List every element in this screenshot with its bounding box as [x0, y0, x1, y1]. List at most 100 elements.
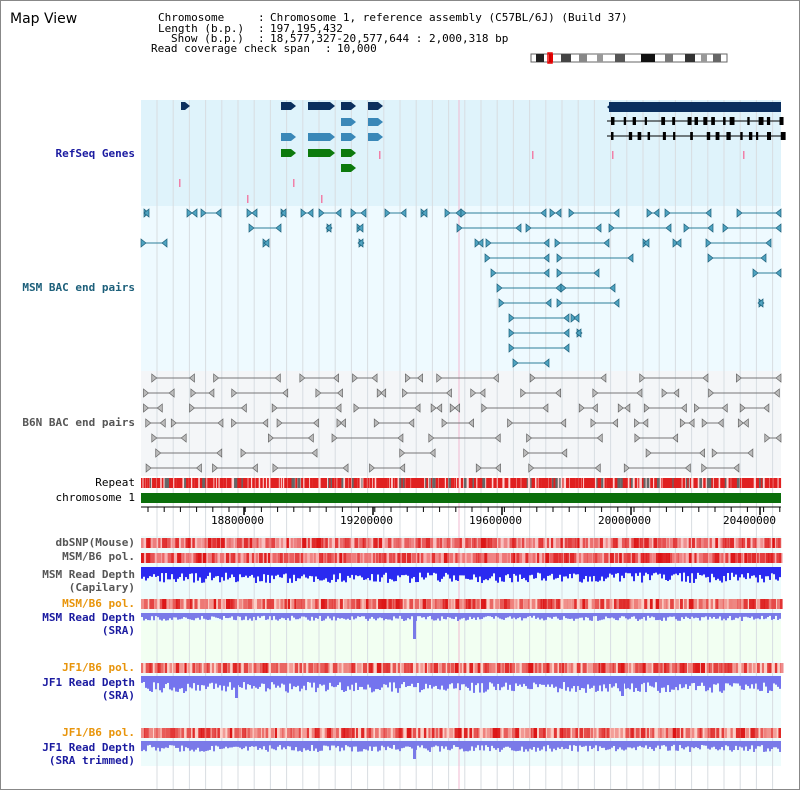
dbsnp-strip-cell	[777, 538, 782, 548]
dbsnp-strip-cell	[738, 538, 743, 548]
msm-b6-pol-2-strip-cell	[715, 599, 719, 609]
msm-b6-pol-2-strip-cell	[771, 599, 777, 609]
track-label-jf1-depth-sra-1[interactable]: JF1 Read Depth	[42, 676, 135, 689]
gene-exon	[723, 117, 726, 125]
repeat-block	[497, 478, 502, 488]
jf1-b6-pol-2-strip-cell	[606, 728, 610, 738]
jf1-sra-depth	[155, 676, 157, 690]
track-label-chromosome[interactable]: chromosome 1	[55, 491, 135, 504]
msm-capilary-depth	[411, 567, 413, 579]
dbsnp-strip-cell	[280, 538, 284, 548]
repeat-block	[536, 478, 538, 488]
repeat-block	[518, 478, 521, 488]
msm-b6-pol-strip-cell	[609, 553, 614, 563]
track-label-jf1-depth-trim-1[interactable]: JF1 Read Depth	[42, 741, 135, 754]
msm-b6-pol-2-strip-cell	[403, 599, 407, 609]
track-label-msm-b6-pol-2[interactable]: MSM/B6 pol.	[62, 597, 135, 610]
msm-sra-depth	[763, 613, 765, 620]
jf1-trimmed-depth	[535, 741, 537, 752]
jf1-b6-pol-2-strip-cell	[253, 728, 257, 738]
msm-b6-pol-2-strip-cell	[608, 599, 613, 609]
msm-b6-pol-2-strip-cell	[495, 599, 499, 609]
dbsnp-strip-cell	[597, 538, 601, 548]
bac-end	[479, 388, 486, 398]
msm-b6-pol-strip-cell	[592, 553, 598, 563]
jf1-b6-pol-2-strip-cell	[773, 728, 777, 738]
repeat-block	[601, 478, 604, 488]
bac-end	[711, 448, 718, 458]
bac-end	[609, 283, 616, 293]
jf1-b6-pol-strip-cell	[260, 663, 265, 673]
ideogram-band	[536, 54, 544, 62]
msm-capilary-depth	[407, 567, 409, 576]
bac-end	[240, 403, 247, 413]
track-label-msm-b6-pol[interactable]: MSM/B6 pol.	[62, 550, 135, 563]
msm-capilary-depth	[763, 567, 765, 583]
msm-sra-depth	[177, 613, 179, 620]
msm-capilary-depth	[737, 567, 739, 581]
msm-capilary-depth	[757, 567, 759, 583]
msm-capilary-depth	[669, 567, 671, 580]
msm-b6-pol-strip-cell	[397, 553, 401, 563]
jf1-sra-depth	[705, 676, 707, 692]
msm-capilary-depth	[761, 567, 763, 579]
msm-b6-pol-2-strip-cell	[393, 599, 397, 609]
msm-sra-depth	[419, 613, 421, 617]
repeat-block	[769, 478, 773, 488]
jf1-trimmed-depth	[771, 741, 773, 749]
bac-end	[376, 388, 383, 398]
msm-sra-depth	[159, 613, 161, 620]
track-label-dbsnp[interactable]: dbSNP(Mouse)	[55, 536, 135, 549]
dbsnp-strip-cell	[571, 538, 577, 548]
jf1-trimmed-depth	[291, 741, 293, 751]
msm-sra-depth	[709, 613, 711, 617]
jf1-trimmed-depth	[229, 741, 231, 748]
jf1-b6-pol-strip-cell	[509, 663, 512, 673]
track-label-refseq[interactable]: RefSeq Genes	[55, 147, 135, 160]
msm-capilary-depth	[301, 567, 303, 577]
msm-sra-depth	[453, 613, 455, 620]
msm-capilary-depth	[289, 567, 291, 579]
jf1-trimmed-depth	[331, 741, 333, 746]
msm-sra-depth	[493, 613, 495, 619]
bac-end	[736, 208, 743, 218]
jf1-b6-pol-strip-cell	[549, 663, 552, 673]
jf1-b6-pol-strip-cell	[491, 663, 496, 673]
dbsnp-strip-cell	[318, 538, 322, 548]
jf1-sra-depth	[339, 676, 341, 683]
track-label-b6n-bac[interactable]: B6N BAC end pairs	[22, 416, 135, 429]
jf1-trimmed-depth	[437, 741, 439, 747]
track-label-msm-depth-cap-1[interactable]: MSM Read Depth	[42, 568, 135, 581]
jf1-trimmed-depth	[325, 741, 327, 746]
msm-capilary-depth	[453, 567, 455, 576]
track-label-repeat[interactable]: Repeat	[95, 476, 135, 489]
msm-sra-depth	[209, 613, 211, 620]
msm-capilary-depth	[673, 567, 675, 575]
bac-end	[484, 253, 491, 263]
jf1-b6-pol-strip-cell	[744, 663, 748, 673]
msm-b6-pol-2-strip-cell	[510, 599, 515, 609]
jf1-sra-depth	[343, 676, 345, 692]
jf1-trimmed-depth	[545, 741, 547, 752]
jf1-b6-pol-2-strip-cell	[553, 728, 557, 738]
jf1-b6-pol-2-strip-cell	[311, 728, 316, 738]
jf1-b6-pol-2-strip-cell	[347, 728, 352, 738]
track-label-jf1-b6-pol[interactable]: JF1/B6 pol.	[62, 661, 135, 674]
jf1-b6-pol-strip-cell	[733, 663, 738, 673]
bac-end	[702, 373, 709, 383]
track-label-msm-bac[interactable]: MSM BAC end pairs	[22, 281, 135, 294]
track-label-msm-depth-sra-1[interactable]: MSM Read Depth	[42, 611, 135, 624]
msm-b6-pol-strip-cell	[648, 553, 652, 563]
msm-capilary-depth	[483, 567, 485, 581]
jf1-b6-pol-strip-cell	[609, 663, 615, 673]
bac-end	[560, 283, 567, 293]
jf1-trimmed-depth	[455, 741, 457, 747]
jf1-trimmed-depth	[747, 741, 749, 751]
bac-end	[664, 208, 671, 218]
track-label-jf1-b6-pol-2[interactable]: JF1/B6 pol.	[62, 726, 135, 739]
jf1-b6-pol-strip-cell	[672, 663, 677, 673]
bac-end	[140, 238, 147, 248]
repeat-block	[389, 478, 392, 488]
msm-b6-pol-2-strip-cell	[740, 599, 744, 609]
